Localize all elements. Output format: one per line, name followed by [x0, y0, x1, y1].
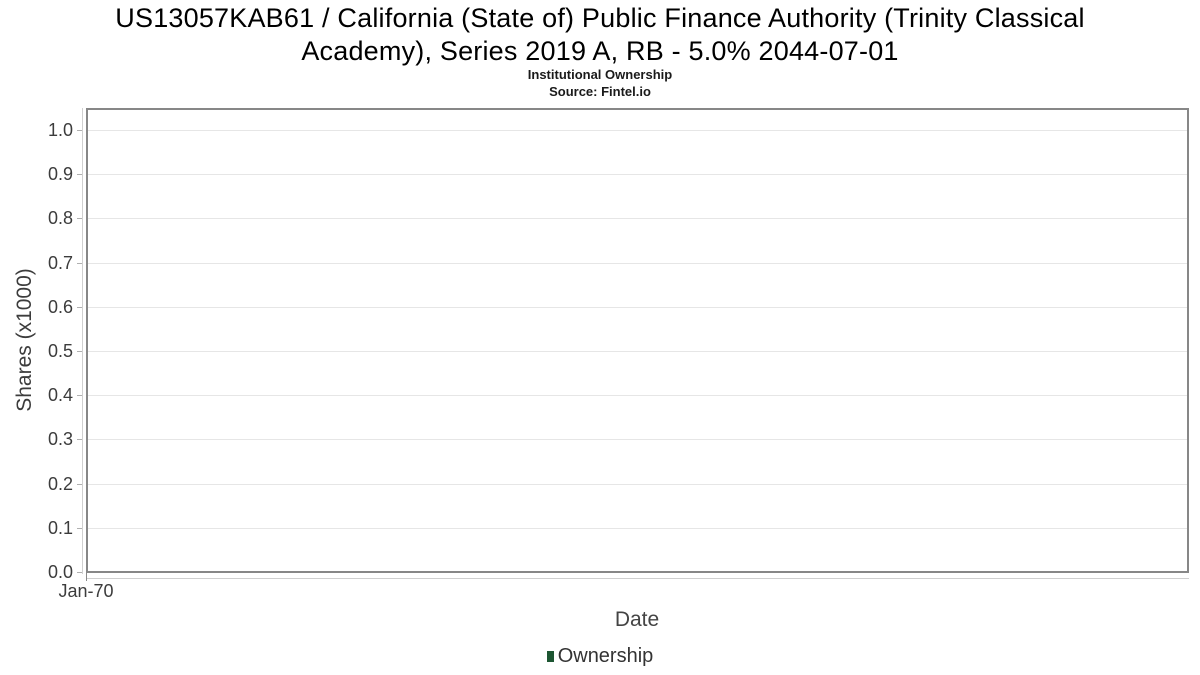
y-axis-line [82, 108, 83, 574]
x-tick-label: Jan-70 [58, 581, 114, 601]
gridline [88, 130, 1187, 131]
legend-marker-icon [546, 651, 554, 662]
y-tick-mark [77, 174, 82, 175]
chart-title-line1: US13057KAB61 / California (State of) Pub… [115, 3, 1085, 33]
y-tick-mark [77, 307, 82, 308]
y-tick-mark [77, 130, 82, 131]
gridline [88, 351, 1187, 352]
x-tick-mark [86, 573, 87, 581]
plot-area [86, 108, 1189, 573]
y-tick-mark [77, 439, 82, 440]
y-tick-mark [77, 484, 82, 485]
x-axis-title: Date [614, 608, 660, 631]
y-tick-label: 0.3 [47, 429, 73, 449]
gridline [88, 439, 1187, 440]
y-tick-label: 0.8 [47, 208, 73, 228]
y-tick-label: 0.6 [47, 297, 73, 317]
gridline [88, 484, 1187, 485]
y-tick-label: 0.0 [47, 562, 73, 582]
legend-item-ownership[interactable]: Ownership [546, 645, 654, 668]
x-axis-line [86, 578, 1189, 579]
y-tick-mark [77, 218, 82, 219]
gridline [88, 174, 1187, 175]
y-tick-mark [77, 528, 82, 529]
gridline [88, 395, 1187, 396]
gridline [88, 218, 1187, 219]
legend-item-label: Ownership [557, 645, 654, 667]
chart-title: US13057KAB61 / California (State of) Pub… [0, 2, 1200, 68]
y-tick-label: 0.5 [47, 341, 73, 361]
y-tick-mark [77, 395, 82, 396]
legend: Ownership [0, 645, 1200, 668]
gridline [88, 307, 1187, 308]
chart-source-label: Source: Fintel.io [549, 84, 651, 99]
y-tick-mark [77, 572, 82, 573]
gridline [88, 528, 1187, 529]
y-tick-label: 0.4 [47, 385, 73, 405]
chart-subtitle: Institutional Ownership [527, 67, 673, 82]
chart-title-line2: Academy), Series 2019 A, RB - 5.0% 2044-… [301, 36, 899, 66]
y-tick-label: 0.2 [47, 474, 73, 494]
y-tick-label: 0.9 [47, 164, 73, 184]
y-tick-mark [77, 263, 82, 264]
y-tick-mark [77, 351, 82, 352]
y-tick-label: 0.7 [47, 253, 73, 273]
gridline [88, 263, 1187, 264]
y-tick-label: 0.1 [47, 518, 73, 538]
y-tick-label: 1.0 [47, 120, 73, 140]
